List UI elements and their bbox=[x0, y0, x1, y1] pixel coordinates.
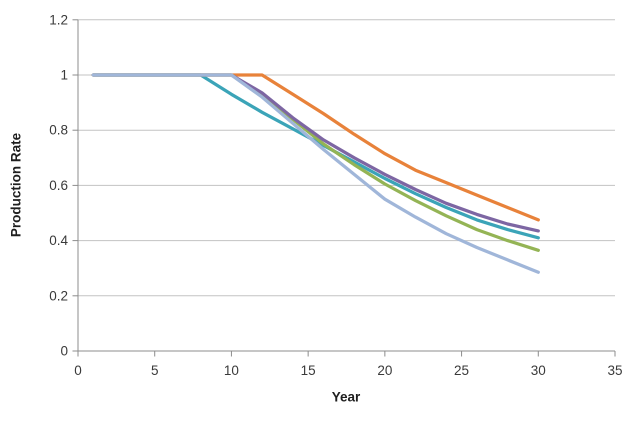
y-tick-label: 0.8 bbox=[49, 123, 68, 138]
x-tick-label: 5 bbox=[151, 363, 159, 378]
y-axis-title: Production Rate bbox=[8, 132, 24, 238]
x-tick-label: 20 bbox=[377, 363, 392, 378]
x-tick-label: 25 bbox=[454, 363, 469, 378]
x-axis-title: Year bbox=[331, 389, 361, 405]
x-tick-label: 15 bbox=[301, 363, 316, 378]
x-tick-label: 30 bbox=[531, 363, 546, 378]
series-line-light-blue bbox=[91, 73, 540, 274]
series-line-orange bbox=[91, 73, 540, 222]
y-tick-label: 0.6 bbox=[49, 178, 68, 193]
series-line-teal bbox=[91, 73, 540, 240]
x-tick-label: 10 bbox=[224, 363, 239, 378]
y-tick-label: 1 bbox=[60, 68, 68, 83]
series-line-green bbox=[91, 73, 540, 252]
y-tick-label: 0 bbox=[60, 344, 68, 359]
y-tick-label: 0.2 bbox=[49, 288, 68, 303]
x-tick-label: 0 bbox=[74, 363, 82, 378]
x-tick-label: 35 bbox=[607, 363, 622, 378]
y-tick-label: 1.2 bbox=[49, 12, 68, 27]
series-line-purple bbox=[91, 73, 540, 233]
y-tick-label: 0.4 bbox=[49, 233, 68, 248]
